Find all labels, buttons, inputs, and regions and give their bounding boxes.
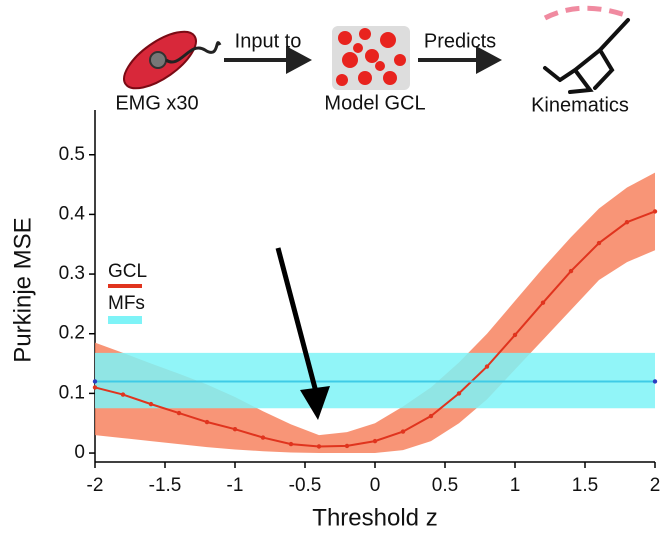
legend-label: MFs	[108, 293, 145, 314]
annotation-arrow	[275, 247, 319, 393]
error-band	[95, 172, 655, 454]
arrowhead	[286, 46, 312, 74]
x-tick-label: -1.5	[149, 475, 182, 496]
y-axis-label: Purkinje MSE	[9, 217, 36, 362]
trajectory	[543, 5, 626, 21]
data-point	[148, 401, 154, 407]
diagram-label: Model GCL	[324, 92, 425, 114]
data-point	[400, 429, 406, 434]
x-tick-label: 0.5	[432, 475, 458, 496]
y-tick-label: 0.4	[59, 203, 86, 224]
data-point	[232, 426, 238, 432]
data-point	[512, 332, 518, 338]
gcl-cells	[336, 28, 406, 86]
data-point	[204, 419, 210, 425]
data-point	[652, 379, 658, 384]
data-point	[344, 443, 350, 449]
data-point	[428, 413, 434, 419]
x-axis-label: Threshold z	[312, 504, 437, 531]
data-point	[596, 240, 602, 246]
y-tick-label: 0.2	[59, 323, 85, 344]
y-tick-label: 0.1	[59, 382, 85, 403]
diagram-label: Predicts	[424, 30, 496, 52]
annotation-arrowhead	[300, 386, 330, 420]
data-point	[260, 435, 266, 440]
diagram: EMG x30 Input to Model GCL Predicts Kine…	[115, 5, 630, 116]
data-point	[652, 209, 658, 214]
data-point	[484, 364, 490, 369]
electrode-icon	[149, 51, 167, 69]
data-point	[92, 385, 98, 390]
data-point	[288, 441, 294, 447]
data-point	[540, 300, 546, 305]
legend-swatch	[108, 284, 142, 288]
x-tick-label: -0.5	[289, 475, 322, 496]
x-tick-label: 2	[650, 475, 661, 496]
hand-icon	[543, 18, 630, 94]
data-point	[456, 391, 462, 396]
data-point	[92, 379, 98, 384]
x-tick-label: -1	[227, 475, 244, 496]
x-tick-label: 1.5	[572, 475, 598, 496]
legend-label: GCL	[108, 261, 147, 282]
wire	[165, 41, 222, 64]
data-point	[176, 410, 182, 416]
arrowhead	[476, 46, 502, 74]
diagram-label: EMG x30	[115, 92, 198, 114]
diagram-label: Kinematics	[531, 94, 629, 116]
data-point	[568, 268, 574, 274]
legend-swatch	[108, 316, 142, 324]
y-tick-label: 0.5	[59, 144, 85, 165]
data-point	[372, 438, 378, 444]
data-point	[624, 219, 630, 225]
diagram-label: Input to	[235, 30, 302, 52]
plot: 0 0.1 0.2 0.3 0.4 0.5 -2 -1.5 -1 -0.5 0 0.5 1 1.5 2 GCL…	[59, 110, 661, 496]
y-tick-label: 0.3	[59, 263, 85, 284]
x-tick-label: 0	[370, 475, 381, 496]
data-point	[316, 444, 322, 449]
x-tick-label: 1	[510, 475, 521, 496]
y-tick-label: 0	[74, 442, 85, 463]
data-point	[120, 392, 126, 397]
x-tick-label: -2	[87, 475, 104, 496]
